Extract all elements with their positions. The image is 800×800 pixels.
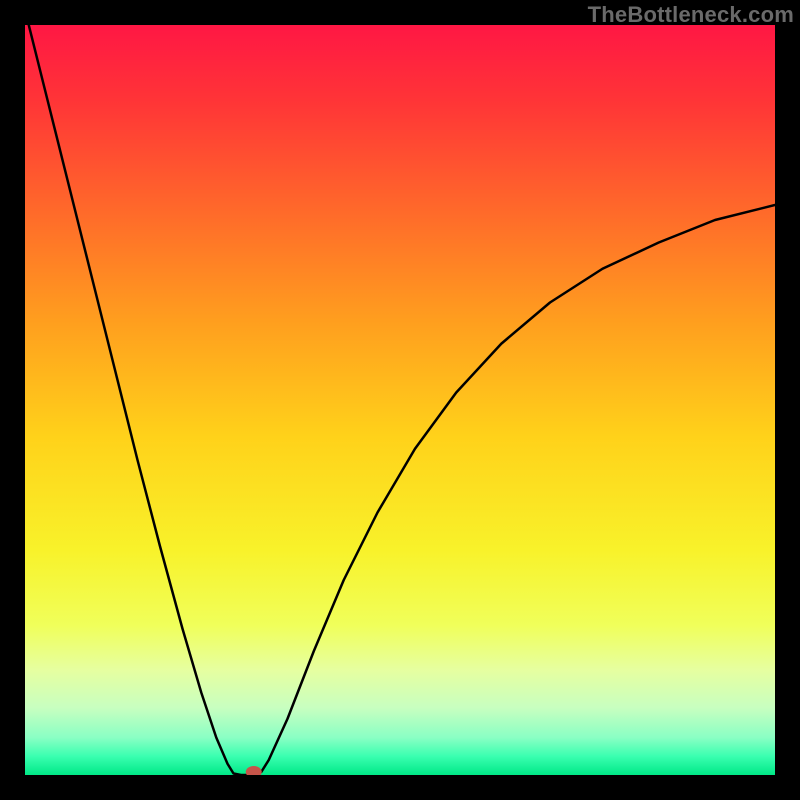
chart-svg bbox=[25, 25, 775, 775]
plot-area bbox=[25, 25, 775, 775]
watermark-text: TheBottleneck.com bbox=[588, 2, 794, 28]
gradient-background bbox=[25, 25, 775, 775]
chart-frame: TheBottleneck.com bbox=[0, 0, 800, 800]
